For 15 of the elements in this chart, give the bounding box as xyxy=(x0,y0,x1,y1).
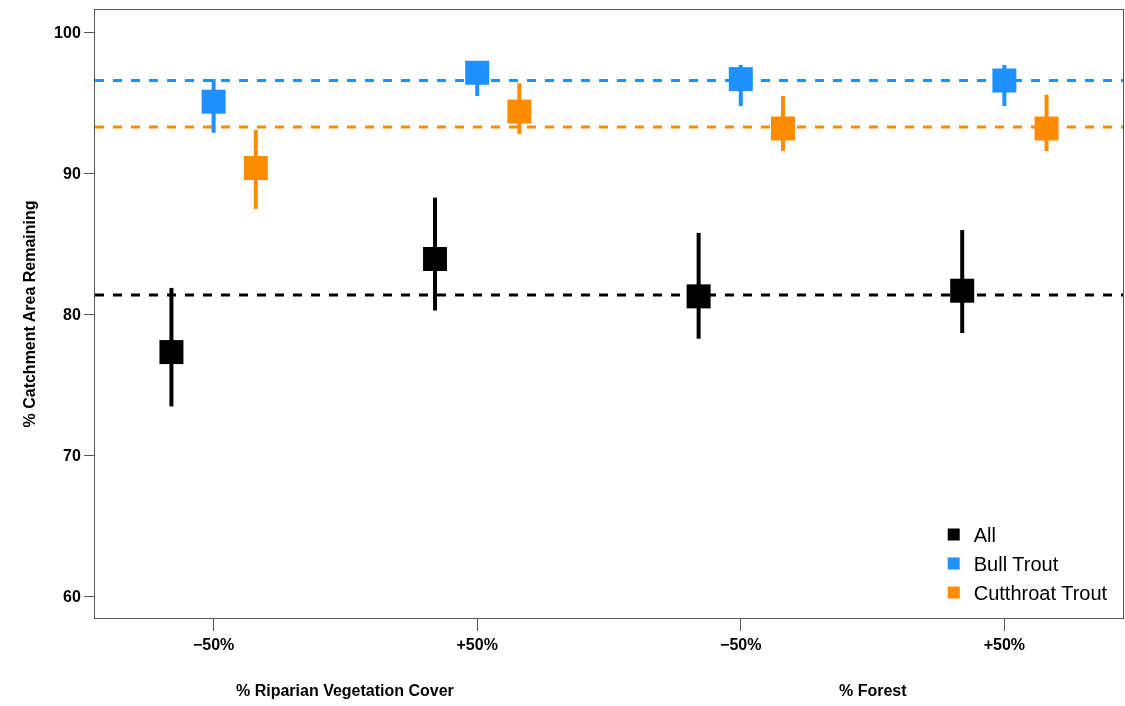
text: % Forest xyxy=(839,682,908,699)
y-tick-label: 70 xyxy=(63,447,81,465)
y-axis-title: % Catchment Area Remaining xyxy=(21,200,38,428)
y-tick-label: 100 xyxy=(54,24,81,42)
x-tick-label: +50% xyxy=(983,636,1026,654)
legend-label: Cutthroat Trout xyxy=(973,582,1108,605)
x-tick-label: −50% xyxy=(192,636,235,654)
x-tick-label: +50% xyxy=(456,636,498,654)
legend-label: Bull Trout xyxy=(973,553,1059,576)
legend-label: All xyxy=(973,524,996,547)
text: % Riparian Vegetation Cover xyxy=(236,682,454,699)
y-tick-label: 90 xyxy=(63,165,81,183)
y-tick-label: 80 xyxy=(63,306,81,324)
x-tick-label: −50% xyxy=(720,636,762,654)
y-tick-label: 60 xyxy=(63,588,81,606)
